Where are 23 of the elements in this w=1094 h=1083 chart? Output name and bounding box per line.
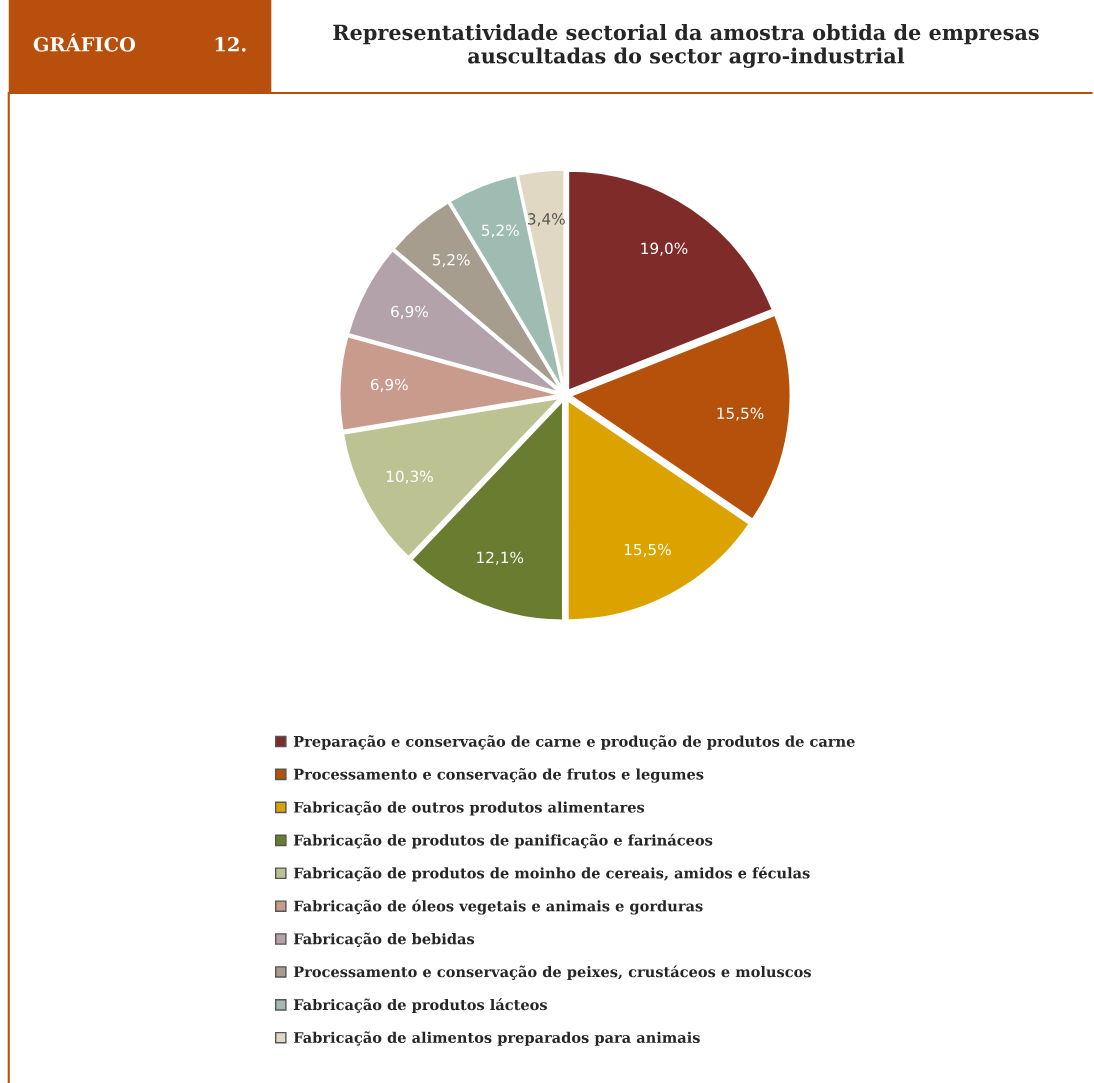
data-label: 6,9% xyxy=(391,305,429,319)
data-label: 10,3% xyxy=(386,470,433,484)
data-label: 5,2% xyxy=(482,224,519,238)
legend-label: Fabricação de alimentos preparados para animais xyxy=(293,1031,700,1046)
legend-label: Fabricação de produtos de moinho de cereais, amidos e féculas xyxy=(293,866,810,882)
data-label: 6,9% xyxy=(370,378,408,392)
legend-label: Fabricação de bebidas xyxy=(293,932,475,947)
legend-label: Processamento e conservação de peixes, crustáceos e moluscos xyxy=(293,965,811,981)
data-label: 5,2% xyxy=(432,253,470,268)
text: GRÁFICO xyxy=(33,33,136,52)
data-label: 3,4% xyxy=(528,213,565,227)
legend-label: Fabricação de produtos lácteos xyxy=(293,998,547,1014)
legend-label: Fabricação de outros produtos alimentares xyxy=(293,800,645,816)
data-label: 19,0% xyxy=(641,242,688,256)
data-label: 15,5% xyxy=(624,543,671,557)
legend-label: Preparação e conservação de carne e produção de produtos de carne xyxy=(293,735,855,750)
legend-label: Fabricação de produtos de panificação e farináceos xyxy=(293,833,713,849)
text: 12. xyxy=(215,36,246,52)
data-label: 12,1% xyxy=(477,551,524,565)
data-label: 15,5% xyxy=(717,407,764,421)
chart-title: Representatividade sectorial da amostra obtida de empresas auscultadas do sector agro-industrial xyxy=(333,24,1039,68)
legend-label: Processamento e conservação de frutos e legumes xyxy=(293,767,704,783)
legend-label: Fabricação de óleos vegetais e animais e gorduras xyxy=(293,899,703,915)
